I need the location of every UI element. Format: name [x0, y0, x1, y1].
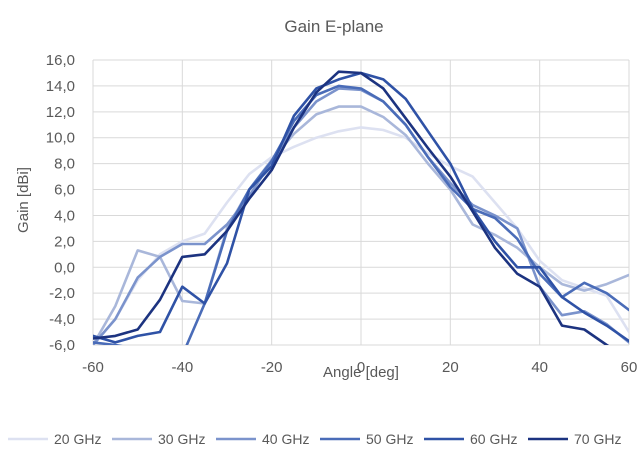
x-tick-label: 20 — [442, 359, 459, 376]
y-tick-label: 14,0 — [46, 78, 75, 95]
x-tick-label: -20 — [261, 359, 283, 376]
y-tick-label: 6,0 — [54, 182, 75, 199]
legend-label: 70 GHz — [574, 431, 621, 447]
legend-label: 50 GHz — [366, 431, 413, 447]
y-tick-label: 0,0 — [54, 259, 75, 276]
y-tick-label: -4,0 — [49, 311, 75, 328]
x-tick-labels: -60 -40 -20 0 20 40 60 — [82, 359, 637, 376]
y-tick-label: -2,0 — [49, 285, 75, 302]
x-tick-label: -40 — [171, 359, 193, 376]
y-axis-label: Gain [dBi] — [15, 167, 32, 233]
series-line-70-ghz — [93, 70, 610, 345]
x-tick-label: 40 — [531, 359, 548, 376]
legend-item: 60 GHz — [424, 431, 517, 447]
legend-item: 40 GHz — [216, 431, 309, 447]
x-axis-label: Angle [deg] — [323, 364, 399, 381]
y-tick-label: 12,0 — [46, 104, 75, 121]
legend-label: 60 GHz — [470, 431, 517, 447]
x-tick-label: 60 — [621, 359, 638, 376]
y-tick-label: -6,0 — [49, 337, 75, 354]
y-tick-labels: 16,0 14,0 12,0 10,0 8,0 6,0 4,0 2,0 0,0 -2,0 -4,0 -… — [46, 52, 75, 354]
series-lines — [93, 70, 629, 345]
x-tick-label: 0 — [357, 359, 365, 376]
series-line-50-ghz — [93, 84, 629, 345]
legend-item: 20 GHz — [8, 431, 101, 447]
legend-item: 30 GHz — [112, 431, 205, 447]
y-tick-label: 4,0 — [54, 207, 75, 224]
y-tick-label: 8,0 — [54, 156, 75, 173]
legend-item: 50 GHz — [320, 431, 413, 447]
series-line-20-ghz — [93, 126, 629, 345]
x-gridlines — [92, 60, 630, 345]
x-tick-label: -60 — [82, 359, 104, 376]
legend-label: 40 GHz — [262, 431, 309, 447]
y-tick-label: 10,0 — [46, 130, 75, 147]
chart-title: Gain E-plane — [284, 17, 383, 36]
legend-item: 70 GHz — [528, 431, 621, 447]
legend: 20 GHz 30 GHz 40 GHz 50 GHz 60 GHz 70 GHz — [8, 431, 621, 447]
legend-label: 20 GHz — [54, 431, 101, 447]
y-tick-label: 16,0 — [46, 52, 75, 69]
legend-label: 30 GHz — [158, 431, 205, 447]
y-tick-label: 2,0 — [54, 233, 75, 250]
